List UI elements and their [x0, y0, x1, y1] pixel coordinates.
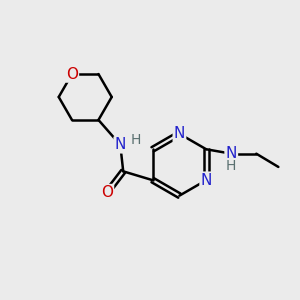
Text: N: N — [226, 146, 237, 161]
Text: H: H — [130, 134, 141, 147]
Text: N: N — [200, 173, 212, 188]
Text: N: N — [115, 137, 126, 152]
Text: H: H — [226, 159, 236, 173]
Text: O: O — [101, 185, 113, 200]
Text: O: O — [66, 67, 78, 82]
Text: N: N — [174, 126, 185, 141]
